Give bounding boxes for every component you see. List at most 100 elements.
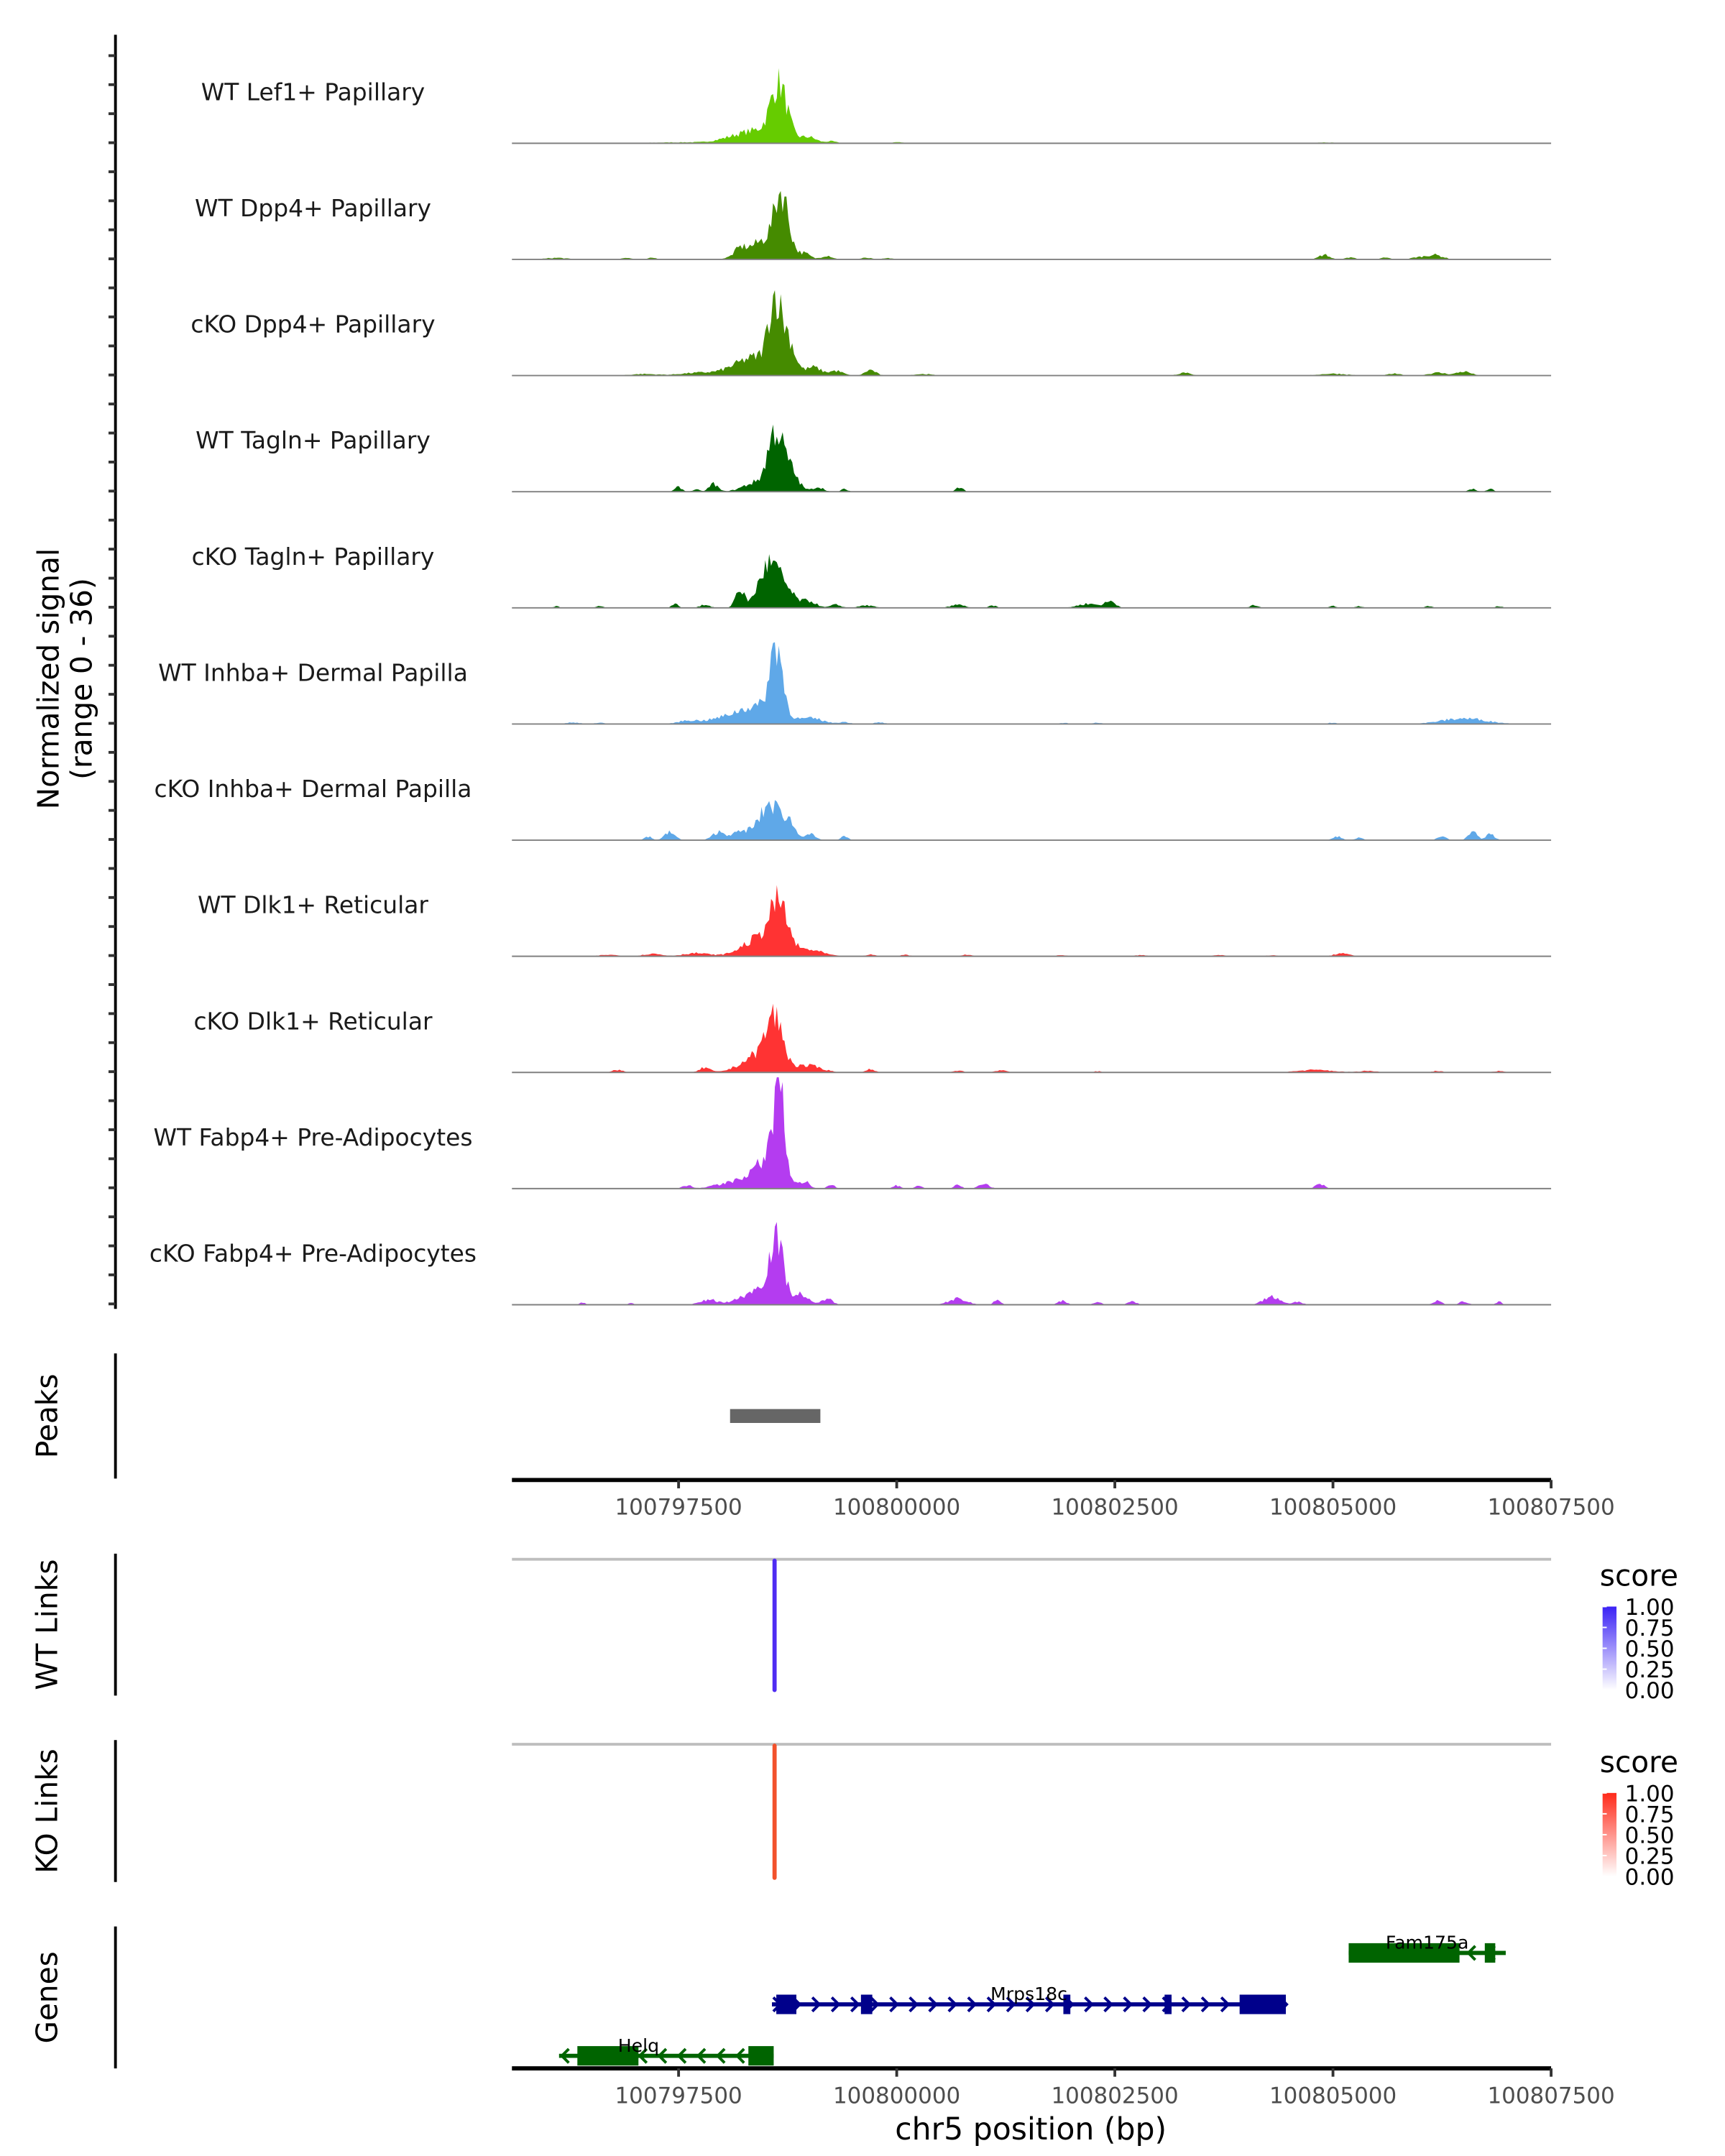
peaks-track: Peaks <box>29 1353 821 1479</box>
strand-arrow-icon <box>1084 1996 1094 2013</box>
gene-name: Mrps18c <box>990 1984 1067 2004</box>
signal-area <box>512 190 1552 259</box>
strand-arrow-icon <box>657 2047 668 2064</box>
track-3: WT Tagln+ Papillary <box>196 424 1552 493</box>
x-axis-top: 100797500 100800000 100802500 100805000 1008… <box>512 1478 1615 1521</box>
wt-legend-title: score <box>1600 1558 1678 1593</box>
strand-arrow-icon <box>1220 1996 1230 2013</box>
gene-exon <box>1239 1994 1287 2014</box>
x-tick-label: 100807500 <box>1487 1495 1614 1521</box>
strand-arrow-icon <box>830 1996 841 2013</box>
peak-region <box>730 1409 821 1423</box>
signal-area <box>512 885 1552 957</box>
strand-arrow-icon <box>986 1996 997 2013</box>
track-5: WT Inhba+ Dermal Papilla <box>158 642 1552 725</box>
signal-area <box>512 554 1552 608</box>
x-axis-label: chr5 position (bp) <box>895 2111 1167 2147</box>
strand-arrow-icon <box>1466 1945 1476 1961</box>
track-label: cKO Fabp4+ Pre-Adipocytes <box>150 1239 477 1267</box>
colorbar-label: 0.25 <box>1625 1844 1675 1870</box>
track-label: cKO Dpp4+ Papillary <box>190 310 435 338</box>
genes-track: Genes Fam175a Mrps18c Helq <box>29 1926 1506 2069</box>
track-label: WT Fabp4+ Pre-Adipocytes <box>153 1123 472 1151</box>
track-9: WT Fabp4+ Pre-Adipocytes <box>153 1077 1552 1189</box>
strand-arrow-icon <box>870 1996 880 2013</box>
strand-arrow-icon <box>811 1996 822 2013</box>
y-axis-label-line2: (range 0 - 36) <box>65 578 99 780</box>
colorbar-label: 0.00 <box>1625 1678 1675 1704</box>
track-label: cKO Dlk1+ Reticular <box>193 1007 433 1035</box>
colorbar-label: 0.25 <box>1625 1657 1675 1683</box>
colorbar-label: 1.00 <box>1625 1595 1675 1621</box>
ko-legend-title: score <box>1600 1745 1678 1779</box>
strand-arrow-icon <box>1200 1996 1211 2013</box>
signal-area <box>512 68 1552 144</box>
strand-arrow-icon <box>1025 1996 1036 2013</box>
strand-arrow-icon <box>735 2047 745 2064</box>
track-1: WT Dpp4+ Papillary <box>195 190 1552 260</box>
colorbar-label: 1.00 <box>1625 1781 1675 1807</box>
strand-arrow-icon <box>1181 1996 1192 2013</box>
track-label: WT Tagln+ Papillary <box>196 426 431 454</box>
track-7: WT Dlk1+ Reticular <box>198 885 1552 957</box>
gene-exon <box>1348 1943 1460 1963</box>
peaks-track-label: Peaks <box>29 1374 64 1459</box>
gene-mrps18c: Mrps18c <box>772 1984 1289 2014</box>
track-4: cKO Tagln+ Papillary <box>192 543 1552 609</box>
strand-arrow-icon <box>850 1996 860 2013</box>
colorbar-label: 0.50 <box>1625 1823 1675 1849</box>
ko-links-track: KO Links score 1.000.750.500.250.00 <box>29 1740 1678 1891</box>
x-tick-label: 100805000 <box>1269 1495 1397 1521</box>
strand-arrow-icon <box>908 1996 919 2013</box>
gene-exon <box>1063 1994 1071 2014</box>
gene-name: Fam175a <box>1386 1932 1469 1953</box>
gene-exon <box>860 1994 873 2014</box>
track-label: cKO Inhba+ Dermal Papilla <box>155 775 472 803</box>
track-label: WT Dpp4+ Papillary <box>195 194 431 222</box>
signal-area <box>512 290 1552 376</box>
gene-exon <box>577 2046 639 2066</box>
ko-links-label: KO Links <box>29 1749 64 1874</box>
track-2: cKO Dpp4+ Papillary <box>190 290 1552 377</box>
strand-arrow-icon <box>1123 1996 1133 2013</box>
signal-area <box>512 424 1552 492</box>
strand-arrow-icon <box>947 1996 958 2013</box>
gene-fam175a: Fam175a <box>1348 1932 1506 1963</box>
x-tick-label: 100807500 <box>1487 2083 1614 2109</box>
y-axis-label-line1: Normalized signal <box>31 548 65 809</box>
signal-area <box>512 1003 1552 1073</box>
signal-area <box>512 642 1552 724</box>
x-tick-label: 100797500 <box>615 1495 742 1521</box>
strand-arrow-icon <box>638 2047 648 2064</box>
strand-arrow-icon <box>1142 1996 1153 2013</box>
strand-arrow-icon <box>715 2047 726 2064</box>
colorbar-label: 0.75 <box>1625 1802 1675 1828</box>
strand-arrow-icon <box>696 2047 707 2064</box>
coverage-tracks: WT Lef1+ Papillary WT Dpp4+ Papillary cKO … <box>108 34 1552 1309</box>
colorbar-label: 0.50 <box>1625 1636 1675 1662</box>
gene-helq: Helq <box>558 2035 774 2066</box>
gene-exon <box>1164 1994 1172 2014</box>
x-axis-bottom: 100797500 100800000 100802500 100805000 1008… <box>512 2066 1615 2109</box>
gene-exon <box>776 1994 797 2014</box>
track-6: cKO Inhba+ Dermal Papilla <box>155 775 1552 841</box>
x-tick-label: 100800000 <box>833 1495 960 1521</box>
strand-arrow-icon <box>1103 1996 1114 2013</box>
strand-arrow-icon <box>1044 1996 1055 2013</box>
signal-area <box>512 1077 1552 1189</box>
signal-area <box>512 1222 1552 1305</box>
x-tick-label: 100800000 <box>833 2083 960 2109</box>
x-tick-label: 100797500 <box>615 2083 742 2109</box>
track-8: cKO Dlk1+ Reticular <box>193 1003 1552 1074</box>
genes-label: Genes <box>29 1951 64 2043</box>
track-label: cKO Tagln+ Papillary <box>192 543 435 571</box>
strand-arrow-icon <box>928 1996 939 2013</box>
strand-arrow-icon <box>889 1996 899 2013</box>
signal-area <box>512 800 1552 841</box>
gene-exon <box>748 2046 774 2066</box>
strand-arrow-icon <box>967 1996 978 2013</box>
x-tick-label: 100802500 <box>1051 1495 1178 1521</box>
track-label: WT Inhba+ Dermal Papilla <box>158 658 468 686</box>
gene-name: Helq <box>618 2035 659 2056</box>
